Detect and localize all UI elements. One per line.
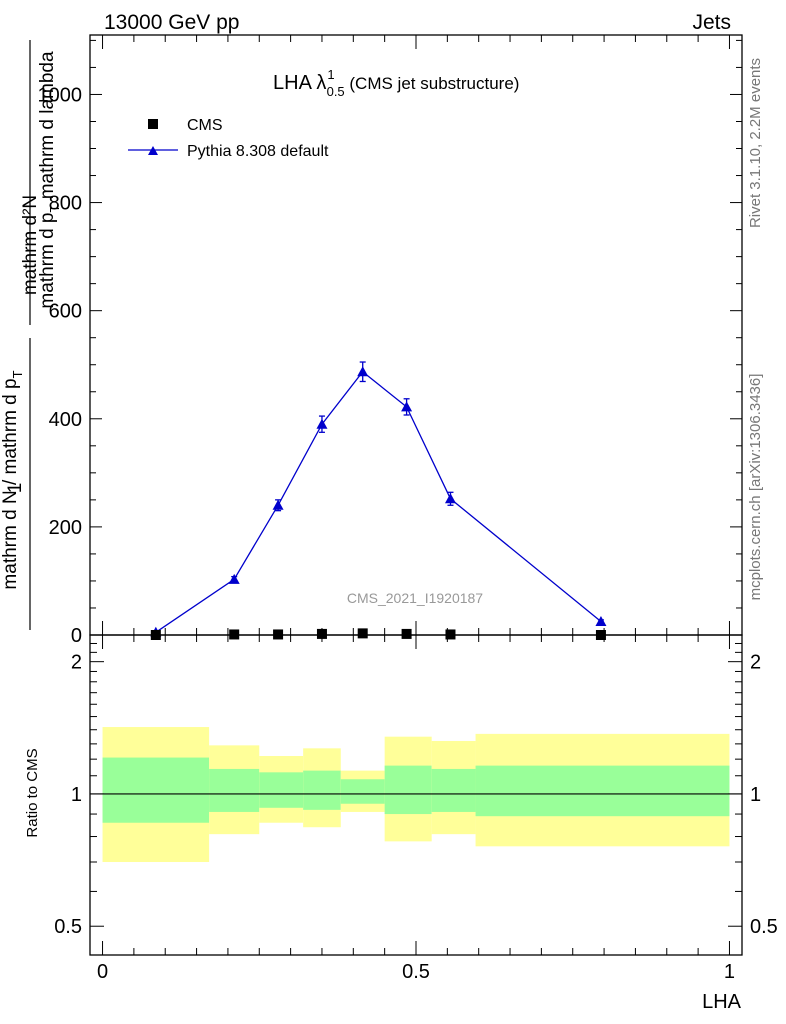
main-ylabel: mathrm d²N 1 mathrm d N / mathrm d pT ma… — [0, 40, 62, 630]
ratio-axis-ticks: 0.5 0.5 1 1 2 2 0 0.5 1 — [54, 635, 778, 983]
cms-point — [357, 628, 368, 639]
main-axis-ticks: 0 200 400 600 800 1000 — [38, 35, 742, 647]
ratio-band-green — [259, 772, 304, 808]
ratio-xtick-label: 1 — [724, 961, 735, 983]
ratio-ytick-label: 0.5 — [54, 916, 82, 938]
cms-point — [401, 628, 412, 639]
plot-title-main: LHA λ — [273, 72, 326, 94]
legend-pythia-marker — [148, 146, 158, 155]
ratio-band-green — [384, 765, 432, 815]
pythia-point — [357, 366, 369, 377]
main-ytick-label: 800 — [49, 193, 82, 215]
main-ytick-label: 200 — [49, 517, 82, 539]
ratio-band-green — [303, 770, 341, 810]
ratio-ytick-label-right: 1 — [750, 784, 761, 806]
pythia-point — [272, 499, 284, 510]
pythia-point — [401, 401, 413, 412]
analysis-watermark: CMS_2021_I1920187 — [347, 590, 483, 606]
ratio-ytick-label-right: 2 — [750, 652, 761, 674]
mcplots-label: mcplots.cern.ch [arXiv:1306.3436] — [747, 374, 764, 601]
header-right: Jets — [692, 11, 731, 34]
pythia-line — [155, 370, 602, 633]
main-ytick-label: 1000 — [38, 84, 83, 106]
ratio-ytick-label: 1 — [71, 784, 82, 806]
legend: CMS Pythia 8.308 default — [128, 117, 329, 160]
ratio-ytick-label: 2 — [71, 652, 82, 674]
header-left: 13000 GeV pp — [104, 11, 239, 34]
ratio-ytick-label-right: 0.5 — [750, 916, 778, 938]
ratio-band-green — [475, 765, 730, 817]
legend-cms-marker — [148, 119, 158, 129]
pythia-point — [595, 615, 607, 626]
ratio-band-green — [431, 768, 476, 812]
pythia-point — [444, 493, 456, 504]
legend-pythia-label: Pythia 8.308 default — [187, 143, 329, 160]
plot-title: LHA λ1 0.5 (CMS jet substructure) — [273, 67, 519, 99]
rivet-version-label: Rivet 3.1.10, 2.2M events — [747, 58, 764, 228]
ylabel-inner-den: mathrm d pT mathrm d lambda — [37, 51, 62, 309]
x-axis-label: LHA — [702, 991, 742, 1013]
ylabel-outer-den: mathrm d N / mathrm d pT — [0, 370, 25, 589]
ratio-band-green — [340, 779, 385, 804]
ratio-band-green — [209, 768, 260, 812]
legend-cms-label: CMS — [187, 117, 223, 134]
main-ytick-label: 0 — [71, 625, 82, 647]
ratio-xtick-label: 0 — [97, 961, 108, 983]
main-ytick-label: 400 — [49, 409, 82, 431]
main-ytick-label: 600 — [49, 301, 82, 323]
ratio-panel: 0.5 0.5 1 1 2 2 0 0.5 1 — [54, 634, 778, 983]
main-panel: 0 200 400 600 800 1000 CMS_2021_I1920187 LHA … — [38, 34, 743, 647]
plot-title-sup: 1 — [327, 67, 334, 82]
pythia-point — [316, 418, 328, 429]
plot-title-sub: 0.5 — [327, 84, 345, 99]
ratio-frame — [89, 634, 743, 956]
ratio-band-green — [102, 757, 210, 823]
cms-point — [316, 628, 327, 639]
ylabel-one: 1 — [5, 483, 26, 494]
pythia-point — [228, 573, 240, 584]
plot-title-tail: (CMS jet substructure) — [345, 74, 520, 93]
ratio-xtick-label: 0.5 — [402, 961, 430, 983]
ratio-ylabel: Ratio to CMS — [24, 748, 41, 837]
